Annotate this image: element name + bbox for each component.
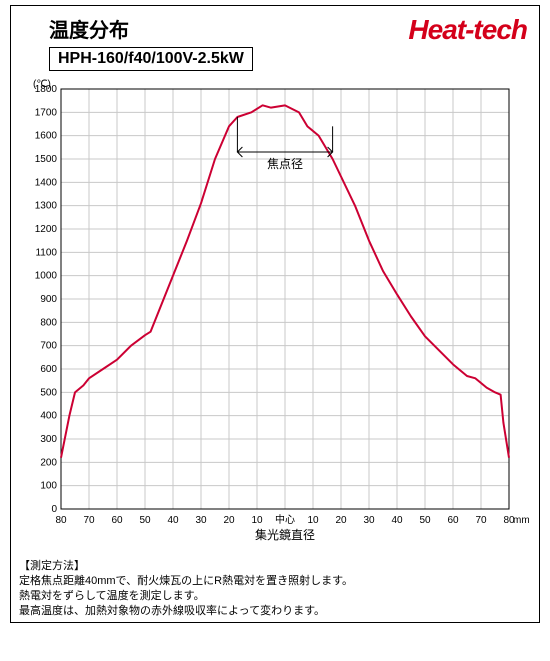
- svg-text:10: 10: [307, 515, 319, 526]
- model-subtitle: HPH-160/f40/100V-2.5kW: [49, 47, 253, 71]
- svg-text:900: 900: [40, 294, 57, 305]
- svg-text:10: 10: [251, 515, 263, 526]
- svg-text:60: 60: [111, 515, 123, 526]
- svg-text:集光鏡直径: 集光鏡直径: [255, 527, 315, 542]
- svg-text:20: 20: [335, 515, 347, 526]
- svg-text:70: 70: [83, 515, 95, 526]
- measurement-notes: 【測定方法】 定格焦点距離40mmで、耐火煉瓦の上にR熱電対を置き照射します。 …: [19, 559, 531, 618]
- svg-text:70: 70: [475, 515, 487, 526]
- svg-text:800: 800: [40, 317, 57, 328]
- svg-text:1300: 1300: [35, 201, 58, 212]
- svg-text:40: 40: [391, 515, 403, 526]
- chart-title: 温度分布: [49, 14, 253, 43]
- chart-area: 0 100 200 300 400 500 600 700 800 900 1000 1100 1200…: [19, 75, 529, 555]
- brand-logo: Heat-tech: [408, 14, 527, 46]
- svg-text:300: 300: [40, 434, 57, 445]
- svg-text:30: 30: [363, 515, 375, 526]
- footer-line: 熱電対をずらして温度を測定します。: [19, 589, 531, 604]
- svg-text:1200: 1200: [35, 224, 58, 235]
- svg-text:焦点径: 焦点径: [267, 157, 303, 171]
- footer-line: 定格焦点距離40mmで、耐火煉瓦の上にR熱電対を置き照射します。: [19, 574, 531, 589]
- svg-text:mm: mm: [513, 515, 529, 526]
- svg-text:1400: 1400: [35, 177, 58, 188]
- line-chart: 0 100 200 300 400 500 600 700 800 900 1000 1100 1200…: [19, 75, 529, 555]
- svg-text:50: 50: [139, 515, 151, 526]
- svg-text:30: 30: [195, 515, 207, 526]
- svg-text:700: 700: [40, 341, 57, 352]
- svg-text:1000: 1000: [35, 271, 58, 282]
- svg-text:40: 40: [167, 515, 179, 526]
- svg-text:50: 50: [419, 515, 431, 526]
- svg-text:1700: 1700: [35, 107, 58, 118]
- svg-text:200: 200: [40, 457, 57, 468]
- svg-text:0: 0: [51, 504, 57, 515]
- svg-text:(℃): (℃): [33, 79, 51, 90]
- svg-text:1100: 1100: [35, 247, 57, 258]
- svg-text:中心: 中心: [275, 513, 295, 526]
- svg-text:500: 500: [40, 387, 57, 398]
- svg-text:60: 60: [447, 515, 459, 526]
- svg-text:1600: 1600: [35, 131, 58, 142]
- svg-text:1500: 1500: [35, 154, 58, 165]
- svg-text:80: 80: [55, 515, 67, 526]
- svg-text:20: 20: [223, 515, 235, 526]
- svg-text:100: 100: [40, 481, 57, 492]
- footer-line: 最高温度は、加熱対象物の赤外線吸収率によって変わります。: [19, 604, 531, 619]
- header-row: 温度分布 HPH-160/f40/100V-2.5kW Heat-tech: [19, 14, 531, 75]
- svg-text:400: 400: [40, 411, 57, 422]
- svg-text:600: 600: [40, 364, 57, 375]
- footer-heading: 【測定方法】: [19, 559, 531, 574]
- chart-container: 温度分布 HPH-160/f40/100V-2.5kW Heat-tech 0 1…: [10, 5, 540, 623]
